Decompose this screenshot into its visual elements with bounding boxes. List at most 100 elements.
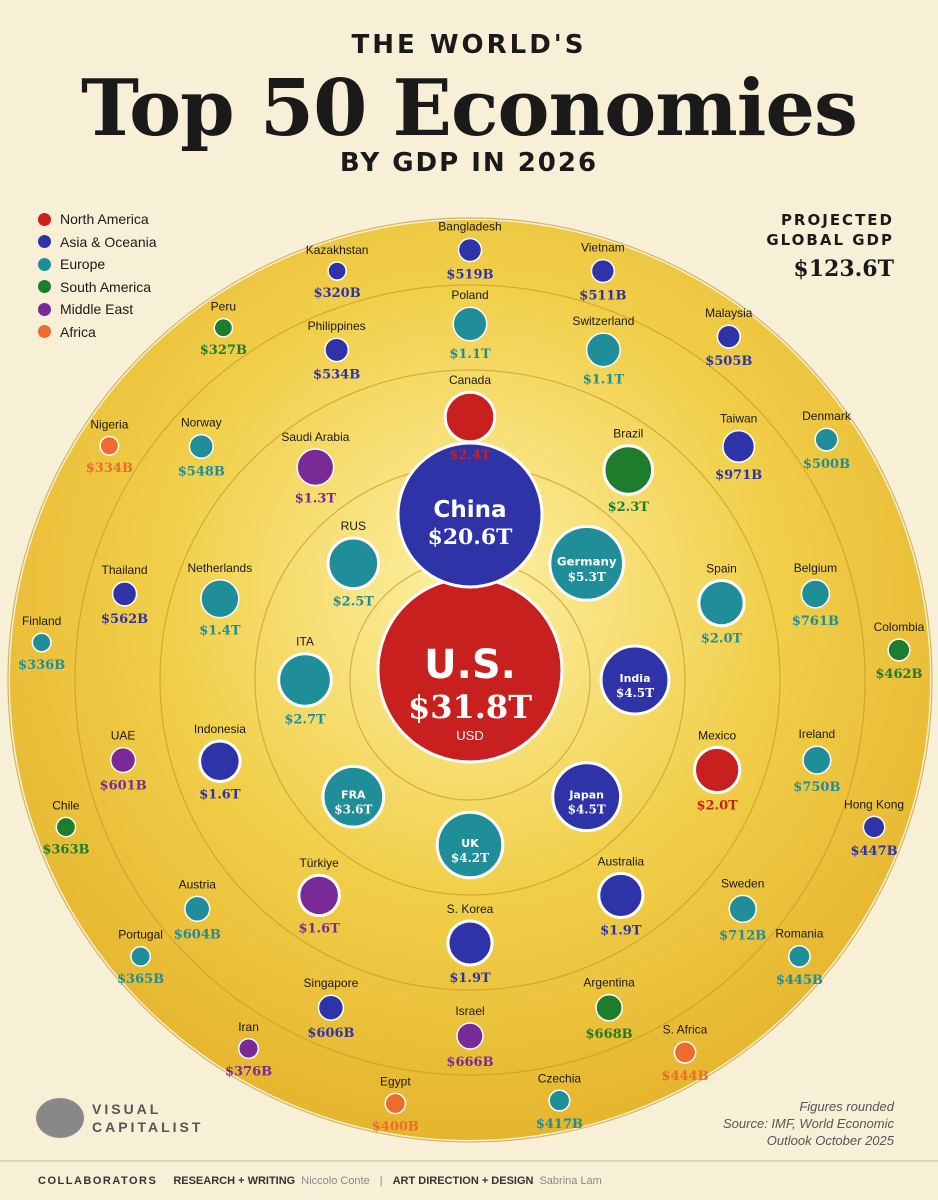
country-bubble (862, 815, 886, 839)
country-value: $327B (200, 343, 247, 358)
country-value: $4.2T (451, 851, 489, 865)
country-bubble (693, 745, 742, 795)
country-label: FRA (341, 789, 366, 802)
country-label: Colombia (874, 620, 925, 634)
country-value: $666B (446, 1055, 493, 1070)
legend-dot (38, 280, 51, 294)
chart-ring (7, 217, 933, 1143)
country-value: $365B (117, 972, 164, 987)
country-group: Czechia $417B (536, 1071, 583, 1132)
legend-item: South America (38, 276, 157, 299)
legend-dot (38, 212, 51, 226)
country-label: Norway (181, 416, 222, 430)
country-value: $604B (174, 927, 221, 942)
country-value: $1.4T (199, 624, 241, 639)
note-line-1: Figures rounded (799, 1099, 894, 1114)
country-group: Thailand $562B (101, 563, 148, 627)
country-group: Hong Kong $447B (844, 797, 904, 858)
country-label: Hong Kong (844, 797, 904, 811)
legend: North America Asia & Oceania Europe Sout… (38, 208, 157, 343)
country-value: $1.1T (449, 347, 491, 362)
country-label: China (433, 497, 506, 523)
country-value: $1.9T (600, 923, 642, 938)
country-label: Sweden (721, 876, 764, 890)
projected-label-2: GLOBAL GDP (766, 231, 894, 249)
chart-ring (74, 284, 866, 1076)
page-subtitle: BY GDP IN 2026 (339, 148, 599, 178)
country-group: U.S.$31.8T USD (376, 576, 564, 764)
footer-research-label: RESEARCH + WRITING (173, 1175, 296, 1187)
country-label: Indonesia (194, 722, 246, 736)
country-bubble (597, 871, 645, 919)
country-value: $1.6T (298, 922, 340, 937)
country-bubble (585, 332, 621, 368)
country-label: Nigeria (90, 418, 128, 432)
country-group: Switzerland $1.1T (572, 314, 634, 388)
country-group: Iran $376B (225, 1020, 272, 1080)
country-label: Kazakhstan (306, 243, 369, 257)
country-bubble (599, 644, 671, 716)
country-group: Netherlands $1.4T (188, 561, 253, 639)
country-group: Philippines $534B (308, 319, 366, 382)
country-bubble (237, 1038, 260, 1060)
country-label: ITA (296, 635, 314, 649)
country-value: $1.9T (449, 971, 491, 986)
country-group: Australia $1.9T (597, 854, 645, 938)
country-bubble (109, 746, 137, 774)
country-value: $447B (850, 844, 897, 859)
country-bubble (184, 895, 211, 923)
country-label: Iran (238, 1020, 259, 1034)
country-label: Finland (22, 614, 61, 628)
country-value: $1.1T (583, 373, 625, 388)
country-value: $462B (875, 667, 922, 682)
country-group: Kazakhstan $320B (306, 243, 369, 301)
country-bubble (457, 237, 483, 263)
country-label: Czechia (538, 1071, 582, 1085)
country-group: Argentina $668B (583, 976, 635, 1042)
country-group: Japan$4.5T (551, 761, 623, 833)
country-value: $363B (42, 843, 89, 858)
country-group: Colombia $462B (874, 620, 925, 682)
legend-label: Middle East (60, 301, 134, 318)
country-group: India$4.5T (599, 644, 671, 716)
country-value: $376B (225, 1064, 272, 1079)
country-value: $2.5T (333, 595, 375, 610)
country-label: Thailand (102, 563, 148, 577)
footer-art-label: ART DIRECTION + DESIGN (392, 1175, 534, 1187)
country-label: Egypt (380, 1074, 411, 1088)
brand-mark-icon (36, 1098, 84, 1138)
country-group: Finland $336B (18, 614, 65, 673)
country-bubble (716, 324, 741, 349)
country-group: Spain $2.0T (697, 561, 746, 647)
country-bubble (673, 1040, 697, 1064)
country-value: $2.4T (449, 448, 491, 463)
legend-dot (38, 235, 51, 249)
country-value: $505B (705, 354, 752, 369)
country-value: $971B (715, 468, 762, 483)
country-value: $417B (536, 1117, 583, 1132)
projected-value: $123.6T (793, 256, 894, 282)
legend-label: Europe (60, 256, 106, 273)
country-bubble (814, 427, 839, 452)
country-group: Poland $1.1T (449, 288, 491, 362)
country-bubble (551, 761, 623, 833)
country-group: Romania $445B (775, 927, 823, 988)
country-label: UAE (111, 729, 136, 743)
country-bubble (787, 944, 811, 968)
country-group: Portugal $365B (117, 928, 164, 987)
legend-item: Africa (38, 321, 157, 344)
country-bubble (887, 638, 911, 662)
country-label: Ireland (799, 727, 836, 741)
country-label: Netherlands (188, 561, 253, 575)
legend-item: Asia & Oceania (38, 231, 157, 254)
country-value: $2.7T (284, 712, 326, 727)
country-label: Spain (706, 561, 737, 575)
country-value: $500B (803, 457, 850, 472)
legend-item: Europe (38, 253, 157, 276)
legend-dot (38, 302, 51, 316)
country-bubble (800, 579, 831, 609)
country-bubble (548, 1089, 571, 1112)
country-group: Norway $548B (178, 416, 225, 480)
country-value: $320B (314, 286, 361, 301)
country-value: $20.6T (428, 524, 513, 550)
